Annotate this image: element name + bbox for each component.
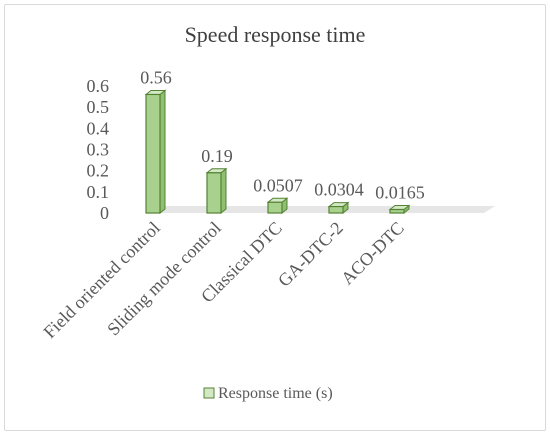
data-label: 0.0304 <box>314 180 364 200</box>
legend-label: Response time (s) <box>218 385 333 402</box>
y-tick-label: 0.2 <box>87 161 110 181</box>
data-label: 0.0165 <box>375 183 425 203</box>
x-tick-label: Field oriented control <box>39 218 163 342</box>
legend-swatch <box>203 387 215 399</box>
bar-front <box>389 208 405 214</box>
bar-front <box>328 205 344 214</box>
chart-floor <box>145 206 495 213</box>
y-tick-label: 0.3 <box>87 140 110 160</box>
x-tick-label: ACO-DTC <box>337 218 408 289</box>
bar <box>388 204 411 215</box>
data-label: 0.0507 <box>253 175 303 195</box>
bar-side <box>159 89 166 215</box>
bar-side <box>220 167 227 215</box>
y-tick-label: 0.5 <box>87 97 110 117</box>
bar-front <box>267 201 283 214</box>
data-label: 0.19 <box>201 146 233 166</box>
bars <box>144 89 411 215</box>
y-axis: 00.10.20.30.40.50.6 <box>87 76 110 223</box>
chart-frame: Speed response time 0 0.1 0.2 0.3 0.4 0.5 0.6 … <box>4 4 546 431</box>
chart-title: Speed response time <box>185 22 366 47</box>
bar <box>266 197 289 215</box>
bar-front <box>145 93 161 214</box>
x-tick-label: GA-DTC-2 <box>274 218 347 291</box>
y-tick-label: 0.4 <box>87 118 110 138</box>
data-label: 0.56 <box>140 67 172 87</box>
bar <box>144 89 167 215</box>
bar <box>327 201 350 215</box>
bar-front <box>206 172 222 214</box>
legend: Response time (s) <box>203 385 333 402</box>
y-tick-label: 0.1 <box>87 182 110 202</box>
bar <box>205 167 228 215</box>
y-tick-label: 0 <box>100 203 109 223</box>
data-labels: 0.56 0.19 0.0507 0.0304 0.0165 <box>140 67 425 202</box>
chart-svg: Speed response time 00.10.20.30.40.50.6 … <box>39 22 495 402</box>
y-tick-label: 0.6 <box>87 76 110 96</box>
x-tick-label: Sliding mode control <box>103 218 225 340</box>
